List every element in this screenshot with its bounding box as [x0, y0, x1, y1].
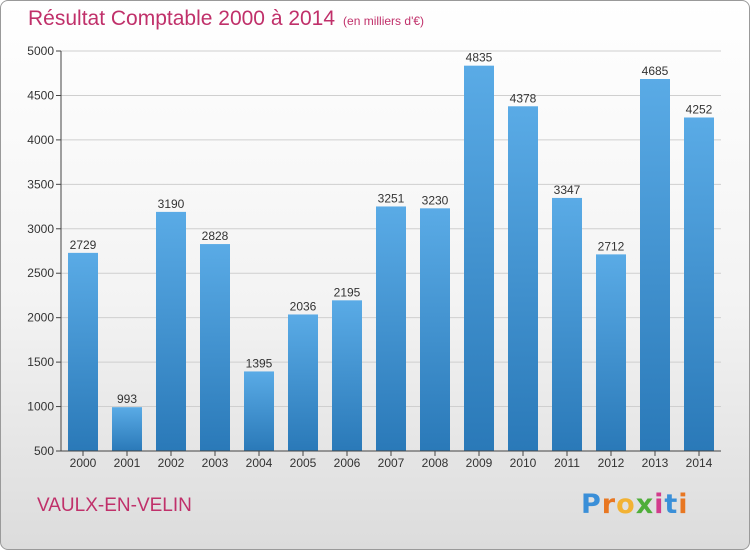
data-label-2012: 2712 — [598, 239, 625, 253]
axes: 500 1000 1500 2000 2500 3000 3500 4000 4500 5000 2… — [27, 44, 721, 470]
x-tick-label-2002: 2002 — [158, 456, 185, 470]
y-tick-label: 4500 — [27, 88, 54, 102]
x-tick-label-2007: 2007 — [378, 456, 405, 470]
data-label-2002: 3190 — [158, 197, 185, 211]
bar-2007 — [376, 206, 406, 451]
bar-2008 — [420, 208, 450, 451]
proxiti-logo: Proxiti — [581, 489, 689, 520]
y-tick-label: 2000 — [27, 311, 54, 325]
data-label-2001: 993 — [117, 392, 137, 406]
y-tick-label: 1500 — [27, 355, 54, 369]
data-label-2013: 4685 — [642, 64, 669, 78]
data-label-2014: 4252 — [686, 102, 713, 116]
logo-letter: i — [654, 489, 665, 520]
bar-2004 — [244, 371, 274, 451]
x-tick-label-2013: 2013 — [642, 456, 669, 470]
bar-2009 — [464, 65, 494, 452]
x-tick-label-2009: 2009 — [466, 456, 493, 470]
logo-letter: x — [635, 489, 655, 520]
bar-2014 — [684, 117, 714, 451]
bar-2010 — [508, 106, 538, 452]
logo-letter: i — [678, 489, 689, 520]
data-label-2005: 2036 — [290, 299, 317, 313]
commune-name: VAULX-EN-VELIN — [37, 495, 192, 516]
y-tick-label: 4000 — [27, 133, 54, 147]
bar-2000 — [68, 252, 98, 451]
logo-letter: P — [581, 489, 602, 520]
logo-letter: o — [616, 489, 636, 520]
y-tick-label: 2500 — [27, 266, 54, 280]
data-labels: 2729 993 3190 2828 1395 2036 2195 3251 3230 4835 4… — [70, 51, 713, 407]
logo-letter: t — [664, 489, 679, 520]
bar-2003 — [200, 244, 230, 451]
y-tick-label: 3000 — [27, 222, 54, 236]
data-label-2010: 4378 — [510, 91, 537, 105]
bar-2012 — [596, 254, 626, 451]
data-label-2003: 2828 — [202, 229, 229, 243]
data-label-2008: 3230 — [422, 193, 449, 207]
x-tick-label-2004: 2004 — [246, 456, 273, 470]
x-tick-label-2011: 2011 — [554, 456, 580, 470]
data-label-2009: 4835 — [466, 51, 493, 65]
chart-title: Résultat Comptable 2000 à 2014 — [28, 7, 336, 30]
x-tick-label-2001: 2001 — [114, 456, 141, 470]
y-tick-label: 500 — [34, 444, 54, 458]
data-label-2004: 1395 — [246, 356, 273, 370]
y-tick-label: 5000 — [27, 44, 54, 58]
logo-letter: r — [601, 489, 617, 520]
data-label-2006: 2195 — [334, 285, 361, 299]
bar-2002 — [156, 211, 186, 451]
bars — [68, 65, 714, 452]
x-tick-label-2006: 2006 — [334, 456, 361, 470]
x-tick-label-2012: 2012 — [598, 456, 625, 470]
bar-2011 — [552, 197, 582, 451]
chart-subtitle: (en milliers d'€) — [343, 14, 425, 28]
x-tick-label-2000: 2000 — [70, 456, 97, 470]
data-label-2000: 2729 — [70, 238, 97, 252]
bar-2005 — [288, 314, 318, 451]
bar-2006 — [332, 300, 362, 451]
bar-2013 — [640, 79, 670, 451]
data-label-2011: 3347 — [554, 183, 581, 197]
x-tick-label-2003: 2003 — [202, 456, 229, 470]
data-label-2007: 3251 — [378, 191, 405, 205]
y-tick-label: 1000 — [27, 400, 54, 414]
x-tick-label-2010: 2010 — [510, 456, 537, 470]
y-tick-label: 3500 — [27, 177, 54, 191]
bar-2001 — [112, 407, 142, 451]
x-tick-label-2014: 2014 — [686, 456, 713, 470]
title-row: Résultat Comptable 2000 à 2014 (en millie… — [28, 7, 424, 31]
x-tick-label-2008: 2008 — [422, 456, 449, 470]
x-tick-label-2005: 2005 — [290, 456, 317, 470]
